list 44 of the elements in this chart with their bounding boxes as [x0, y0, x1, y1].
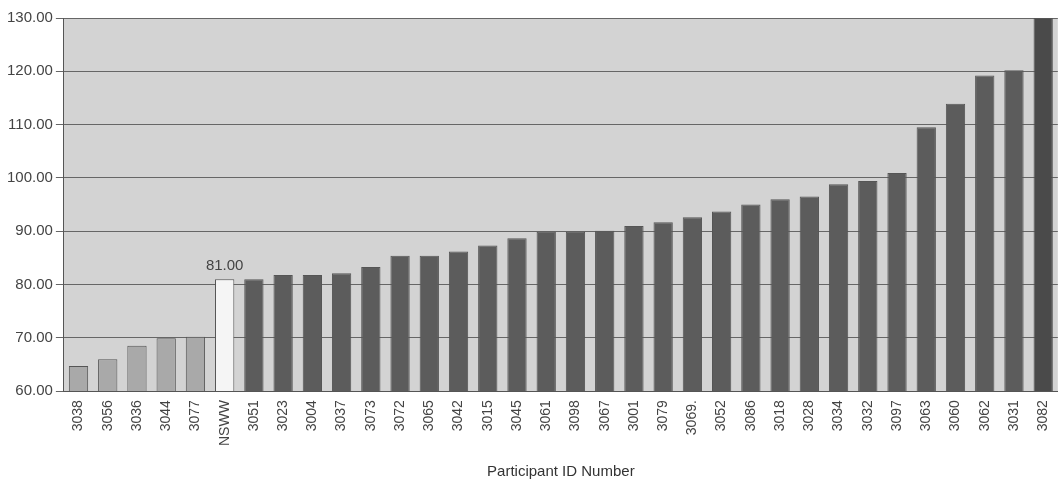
x-tick-label: 3082 [1034, 399, 1051, 432]
x-tick-label: 3028 [800, 399, 817, 432]
x-tick-label: 3061 [537, 399, 554, 432]
x-tick-label: NSWW [215, 399, 232, 447]
x-tick-label: 3023 [273, 399, 290, 432]
x-tick-label: 3065 [420, 399, 437, 432]
y-tick-label: 100.00 [6, 168, 53, 186]
x-tick-label: 3034 [829, 399, 846, 432]
x-tick-label: 3036 [127, 399, 144, 432]
x-tick-label: 3001 [624, 399, 641, 432]
x-tick-label: 3051 [244, 399, 261, 432]
y-tick-label: 60.00 [15, 381, 53, 399]
x-tick-label: 3044 [157, 399, 174, 432]
x-tick-label: 3037 [332, 399, 349, 432]
x-tick-label: 3069. [683, 400, 700, 436]
x-tick-label: 3032 [858, 399, 875, 432]
y-tick-label: 110.00 [8, 114, 53, 132]
x-tick-label: 3045 [507, 399, 524, 432]
x-tick-label: 3018 [770, 399, 787, 432]
x-tick-label: 3063 [917, 399, 934, 432]
x-axis-title: Participant ID Number [487, 462, 635, 480]
x-tick-label: 3098 [566, 399, 583, 432]
x-tick-label: 3097 [887, 399, 904, 432]
x-tick-label: 3038 [69, 399, 86, 432]
data-label: 81.00 [205, 255, 244, 273]
x-tick-label: 3073 [361, 399, 378, 432]
y-tick-label: 130.00 [6, 8, 53, 26]
x-tick-label: 3042 [449, 399, 466, 432]
x-tick-label: 3031 [1004, 399, 1021, 432]
x-tick-label: 3086 [741, 399, 758, 432]
x-tick-label: 3072 [390, 399, 407, 432]
x-tick-label: 3056 [98, 399, 115, 432]
x-tick-label: 3004 [303, 399, 320, 432]
x-tick-label: 3079 [654, 399, 671, 432]
x-tick-label: 3052 [712, 399, 729, 432]
y-tick-label: 70.00 [15, 327, 53, 345]
y-tick-label: 90.00 [15, 221, 53, 239]
x-tick-label: 3015 [478, 399, 495, 432]
x-tick-label: 3077 [186, 399, 203, 432]
y-tick-label: 120.00 [6, 61, 53, 79]
x-tick-label: 3067 [595, 399, 612, 432]
y-tick-label: 80.00 [15, 274, 53, 292]
x-tick-label: 3062 [975, 399, 992, 432]
x-tick-label: 3060 [946, 399, 963, 432]
